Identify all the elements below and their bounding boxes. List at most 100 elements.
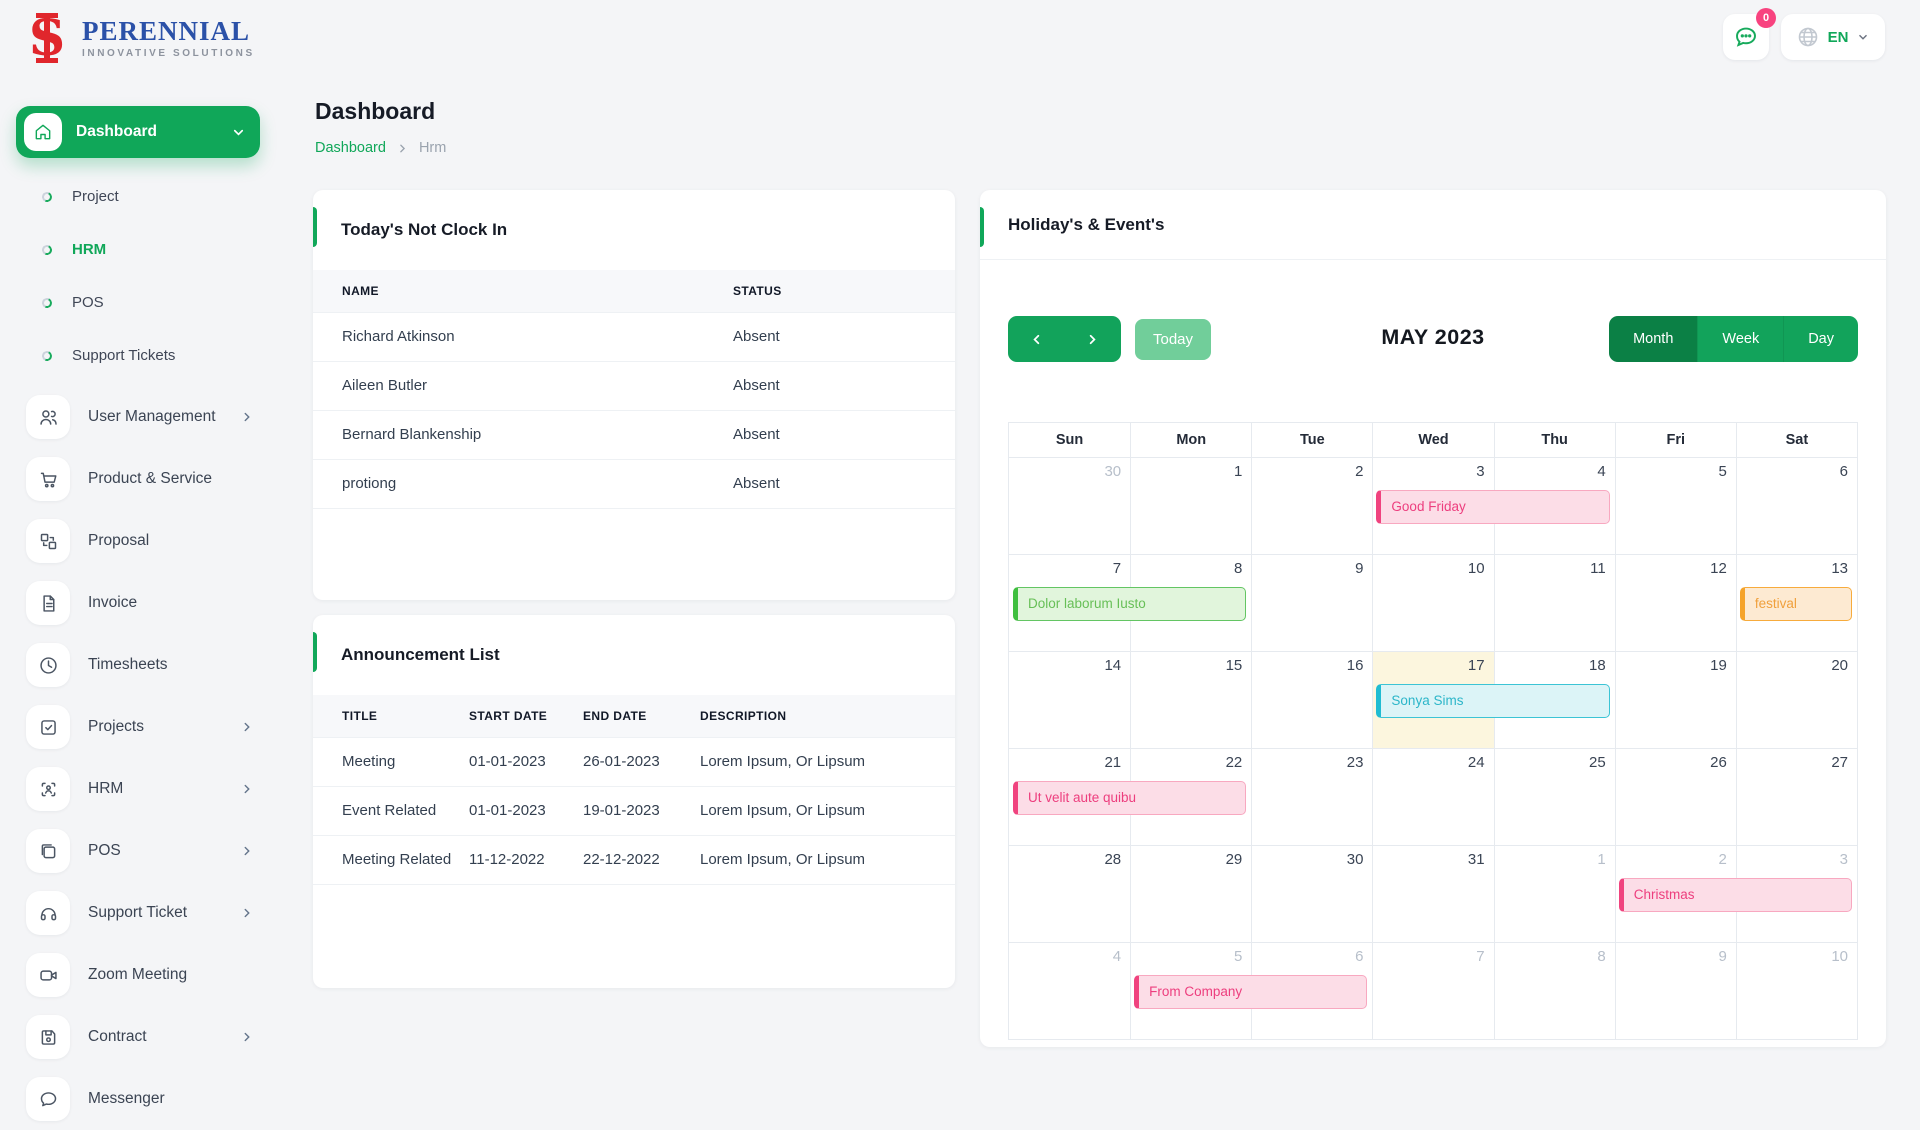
calendar-day-cell[interactable]: 10 xyxy=(1735,943,1857,1039)
calendar-day-cell[interactable]: 3 xyxy=(1372,458,1493,554)
calendar-day-cell[interactable]: 24 xyxy=(1372,749,1493,845)
day-number: 11 xyxy=(1590,560,1606,577)
app-logo[interactable]: S PERENNIAL INNOVATIVE SOLUTIONS xyxy=(20,12,255,64)
sidebar-item-messenger[interactable]: Messenger xyxy=(16,1068,260,1130)
day-number: 23 xyxy=(1346,754,1364,771)
calendar-next-button[interactable] xyxy=(1065,316,1122,362)
calendar-day-cell[interactable]: 5 xyxy=(1130,943,1251,1039)
sidebar-item-invoice[interactable]: Invoice xyxy=(16,572,260,634)
day-number: 3 xyxy=(1476,463,1485,480)
calendar-day-cell[interactable]: 6 xyxy=(1735,458,1857,554)
sidebar-item-pos[interactable]: POS xyxy=(16,276,260,329)
nav-item-label: Product & Service xyxy=(88,470,213,487)
calendar-day-cell[interactable]: 9 xyxy=(1251,555,1372,651)
calendar-day-cell[interactable]: 1 xyxy=(1130,458,1251,554)
calendar-day-cell[interactable]: 7 xyxy=(1009,555,1130,651)
calendar-day-cell[interactable]: 8 xyxy=(1493,943,1615,1039)
table-row[interactable]: protiong Absent xyxy=(313,458,955,509)
calendar-day-cell[interactable]: 7 xyxy=(1372,943,1493,1039)
table-row[interactable]: Event Related 01-01-2023 19-01-2023 Lore… xyxy=(313,785,955,835)
calendar-day-cell[interactable]: 2 xyxy=(1614,846,1736,942)
calendar-day-cell[interactable]: 21 xyxy=(1009,749,1130,845)
video-icon xyxy=(39,969,57,981)
calendar-grid: Sun Mon Tue Wed Thu Fri Sat 30 1 2 3 4 5 6 Good Friday… xyxy=(1008,422,1858,1040)
sidebar-item-proposal[interactable]: Proposal xyxy=(16,510,260,572)
sidebar-item-support-ticket[interactable]: Support Ticket xyxy=(16,882,260,944)
calendar-day-cell[interactable]: 9 xyxy=(1614,943,1736,1039)
view-week-button[interactable]: Week xyxy=(1697,316,1784,362)
calendar-day-cell[interactable]: 16 xyxy=(1251,652,1372,748)
calendar-day-cell[interactable]: 30 xyxy=(1009,458,1130,554)
sidebar-item-contract[interactable]: Contract xyxy=(16,1006,260,1068)
not-clockin-card: Today's Not Clock In NAME STATUS Richard… xyxy=(313,190,955,600)
calendar-day-cell[interactable]: 15 xyxy=(1130,652,1251,748)
calendar-day-cell[interactable]: 12 xyxy=(1614,555,1736,651)
sidebar-item-product-service[interactable]: Product & Service xyxy=(16,448,260,510)
calendar-day-cell[interactable]: 4 xyxy=(1009,943,1130,1039)
view-month-button[interactable]: Month xyxy=(1609,316,1698,362)
table-row[interactable]: Meeting 01-01-2023 26-01-2023 Lorem Ipsu… xyxy=(313,736,955,786)
table-row[interactable]: Richard Atkinson Absent xyxy=(313,311,955,361)
calendar-day-cell[interactable]: 14 xyxy=(1009,652,1130,748)
home-tile xyxy=(24,113,62,151)
calendar-day-cell[interactable]: 2 xyxy=(1251,458,1372,554)
calendar-day-cell[interactable]: 31 xyxy=(1372,846,1493,942)
calendar-day-cell[interactable]: 10 xyxy=(1372,555,1493,651)
sidebar-item-dashboard[interactable]: Dashboard xyxy=(16,106,260,158)
calendar-day-cell[interactable]: 20 xyxy=(1735,652,1857,748)
language-selector[interactable]: EN xyxy=(1781,14,1885,60)
announcement-title-cell: Event Related xyxy=(313,785,469,835)
calendar-event[interactable]: Good Friday xyxy=(1376,490,1610,524)
sidebar-item-project[interactable]: Project xyxy=(16,170,260,223)
chevron-down-icon xyxy=(1859,34,1868,40)
calendar-day-cell[interactable]: 27 xyxy=(1735,749,1857,845)
calendar-day-cell[interactable]: 5 xyxy=(1614,458,1736,554)
calendar-day-cell[interactable]: 25 xyxy=(1493,749,1615,845)
calendar-event[interactable]: Dolor laborum Iusto xyxy=(1013,587,1247,621)
calendar-today-button[interactable]: Today xyxy=(1135,319,1211,360)
sidebar-item-zoom-meeting[interactable]: Zoom Meeting xyxy=(16,944,260,1006)
calendar-event[interactable]: Ut velit aute quibu xyxy=(1013,781,1247,815)
day-number: 28 xyxy=(1104,851,1122,868)
calendar-day-cell[interactable]: 26 xyxy=(1614,749,1736,845)
sidebar-item-hrm[interactable]: HRM xyxy=(16,223,260,276)
calendar-day-cell[interactable]: 19 xyxy=(1614,652,1736,748)
calendar-day-cell[interactable]: 23 xyxy=(1251,749,1372,845)
column-header-status: STATUS xyxy=(733,283,782,298)
day-number: 5 xyxy=(1233,948,1243,965)
day-of-week-label: Fri xyxy=(1614,423,1736,457)
calendar-day-cell[interactable]: 1 xyxy=(1493,846,1615,942)
table-row[interactable]: Aileen Butler Absent xyxy=(313,360,955,410)
sidebar-item-user-management[interactable]: User Management xyxy=(16,386,260,448)
calendar-event[interactable]: festival xyxy=(1739,587,1852,621)
table-row[interactable]: Bernard Blankenship Absent xyxy=(313,409,955,459)
day-number: 8 xyxy=(1233,560,1243,577)
chat-icon xyxy=(40,1091,56,1106)
sidebar-item-timesheets[interactable]: Timesheets xyxy=(16,634,260,696)
bullet-icon xyxy=(40,296,54,309)
breadcrumb-dashboard-link[interactable]: Dashboard xyxy=(315,140,386,156)
day-number: 4 xyxy=(1112,948,1122,965)
day-number: 13 xyxy=(1831,560,1848,577)
calendar-day-cell[interactable]: 28 xyxy=(1009,846,1130,942)
calendar-event[interactable]: Christmas xyxy=(1618,878,1852,912)
calendar-day-cell[interactable]: 29 xyxy=(1130,846,1251,942)
view-day-button[interactable]: Day xyxy=(1783,316,1858,362)
calendar-day-cell[interactable]: 11 xyxy=(1493,555,1615,651)
calendar-day-cell[interactable]: 13 xyxy=(1735,555,1857,651)
table-row[interactable]: Meeting Related 11-12-2022 22-12-2022 Lo… xyxy=(313,834,955,885)
calendar-day-cell[interactable]: 30 xyxy=(1251,846,1372,942)
logo-mark-icon: S xyxy=(29,12,65,64)
sidebar-item-hrm-menu[interactable]: HRM xyxy=(16,758,260,820)
calendar-prev-button[interactable] xyxy=(1008,316,1065,362)
day-number: 14 xyxy=(1104,657,1122,674)
globe-icon xyxy=(1798,27,1817,47)
calendar-week-row: 4 5 6 7 8 9 10 From Company xyxy=(1009,942,1857,1039)
sub-item-label: Support Tickets xyxy=(72,347,176,364)
sidebar-item-projects[interactable]: Projects xyxy=(16,696,260,758)
messages-button[interactable]: 0 xyxy=(1723,8,1776,60)
calendar-event[interactable]: From Company xyxy=(1134,975,1368,1009)
sidebar-item-pos-menu[interactable]: POS xyxy=(16,820,260,882)
calendar-event[interactable]: Sonya Sims xyxy=(1376,684,1610,718)
sidebar-item-support-tickets[interactable]: Support Tickets xyxy=(16,329,260,382)
